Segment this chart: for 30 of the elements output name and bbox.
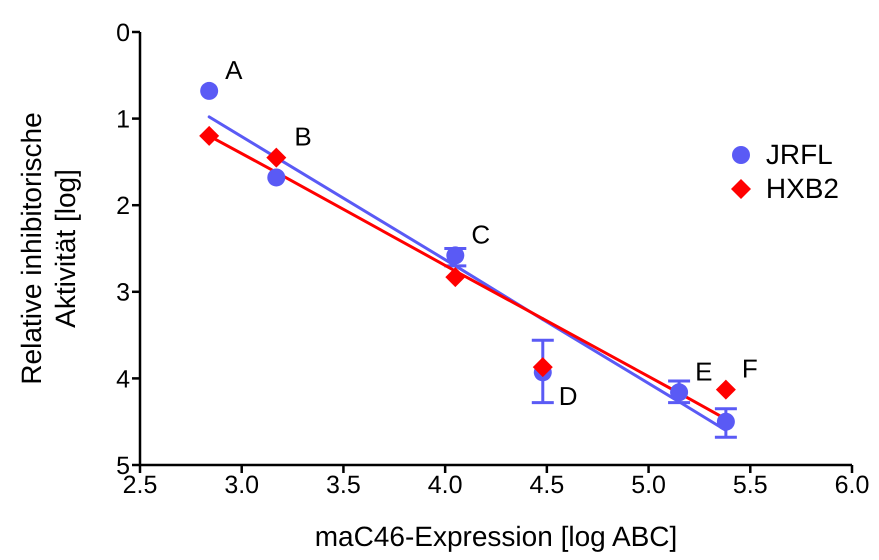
- annotation: C: [471, 219, 490, 250]
- annotation: D: [558, 381, 578, 412]
- y-tick-label: 3: [116, 278, 130, 307]
- x-tick-label: 5.0: [631, 470, 666, 499]
- legend-label: JRFL: [766, 138, 833, 172]
- annotation: A: [225, 54, 244, 85]
- annotation: F: [742, 354, 758, 384]
- x-tick-label: 6.0: [834, 470, 870, 499]
- y-tick-label: 0: [116, 18, 130, 47]
- x-tick-label: 4.5: [529, 470, 564, 499]
- x-tick-label: 5.5: [732, 470, 768, 499]
- x-axis-title: maC46-Expression [log ABC]: [314, 521, 678, 552]
- point: [716, 380, 736, 400]
- point: [267, 168, 286, 186]
- legend-label: HXB2: [766, 172, 839, 206]
- point: [199, 126, 220, 146]
- point: [532, 357, 553, 378]
- point: [266, 148, 286, 168]
- y-tick-label: 1: [116, 105, 130, 134]
- point: [445, 267, 466, 288]
- point: [716, 412, 735, 431]
- annotation: B: [294, 122, 312, 152]
- point: [200, 82, 218, 100]
- annotation: E: [695, 356, 712, 386]
- y-tick-label: 4: [116, 365, 130, 394]
- y-axis-title: Relative inhibitorische Aktivität [log]: [16, 112, 81, 385]
- x-tick-label: 3.0: [224, 470, 260, 499]
- x-tick-label: 4.0: [428, 470, 463, 499]
- x-tick-label: 3.5: [326, 470, 361, 499]
- y-tick-label: 2: [116, 192, 130, 220]
